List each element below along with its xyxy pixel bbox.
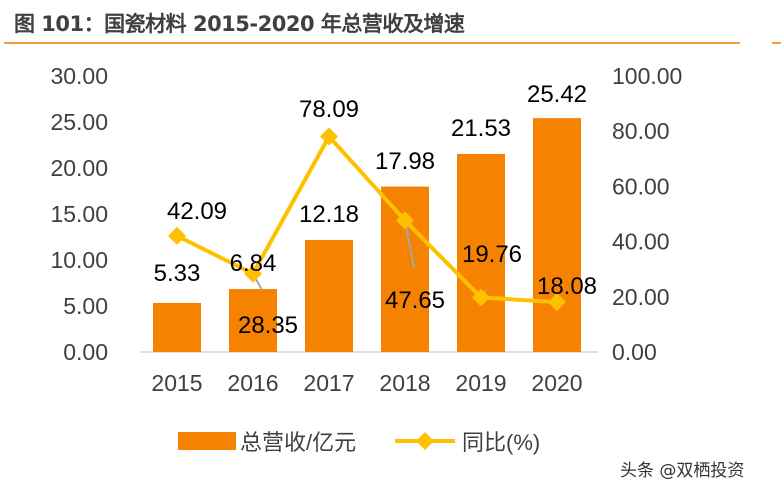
legend-line-label: 同比(%) — [462, 430, 540, 455]
bar — [153, 302, 201, 352]
bar — [457, 153, 505, 352]
bar — [381, 186, 429, 352]
line-marker — [396, 211, 414, 230]
right-tick-label: 60.00 — [612, 173, 670, 199]
x-tick-label: 2020 — [531, 370, 582, 396]
left-tick-label: 5.00 — [63, 293, 108, 319]
bar-data-label: 6.84 — [230, 250, 277, 277]
line-series — [176, 133, 558, 305]
line-marker — [548, 293, 566, 312]
right-tick-label: 20.00 — [612, 284, 670, 310]
legend-bar-label: 总营收/亿元 — [240, 430, 356, 455]
line-marker — [472, 288, 490, 307]
x-tick-label: 2015 — [151, 370, 202, 396]
x-tick-label: 2019 — [455, 370, 506, 396]
right-tick-label: 100.00 — [612, 63, 682, 89]
left-tick-label: 0.00 — [63, 339, 108, 365]
line-data-label: 42.09 — [167, 198, 227, 225]
x-tick-label: 2016 — [227, 370, 278, 396]
line-data-label: 18.08 — [537, 273, 597, 300]
bar-data-label: 25.42 — [527, 81, 587, 108]
bar-data-label: 17.98 — [375, 148, 435, 175]
left-tick-label: 10.00 — [50, 247, 108, 273]
bar — [533, 118, 581, 352]
line-data-label: 78.09 — [299, 96, 359, 123]
left-tick-label: 25.00 — [50, 109, 108, 135]
chart-title: 图 101：国瓷材料 2015-2020 年总营收及增速 — [14, 12, 465, 36]
watermark: 头条 @双栖投资 — [620, 461, 745, 481]
title-divider-right — [772, 42, 781, 44]
bar-data-label: 12.18 — [299, 201, 359, 228]
left-tick-label: 20.00 — [50, 155, 108, 181]
left-tick-label: 15.00 — [50, 201, 108, 227]
right-tick-label: 80.00 — [612, 118, 670, 144]
title-divider — [4, 42, 740, 44]
leader-line — [404, 220, 415, 269]
bar — [305, 239, 353, 352]
line-marker — [168, 226, 186, 245]
right-tick-label: 0.00 — [612, 339, 657, 365]
line-marker — [320, 127, 338, 146]
x-tick-label: 2018 — [379, 370, 430, 396]
x-tick-label: 2017 — [303, 370, 354, 396]
bar — [229, 289, 277, 352]
bar-data-label: 21.53 — [451, 115, 511, 142]
left-tick-label: 30.00 — [50, 63, 108, 89]
bar-data-label: 5.33 — [154, 260, 201, 287]
right-tick-label: 40.00 — [612, 229, 670, 255]
line-data-label: 28.35 — [238, 312, 298, 339]
line-marker — [244, 264, 262, 283]
legend-bar-swatch — [178, 432, 236, 450]
line-data-label: 19.76 — [462, 241, 522, 268]
legend-line-marker — [416, 432, 434, 450]
line-data-label: 47.65 — [385, 287, 445, 314]
